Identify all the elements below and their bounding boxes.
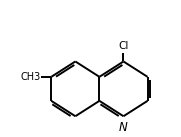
- Text: Cl: Cl: [118, 41, 129, 51]
- Text: CH3: CH3: [21, 72, 41, 82]
- Text: N: N: [119, 121, 128, 134]
